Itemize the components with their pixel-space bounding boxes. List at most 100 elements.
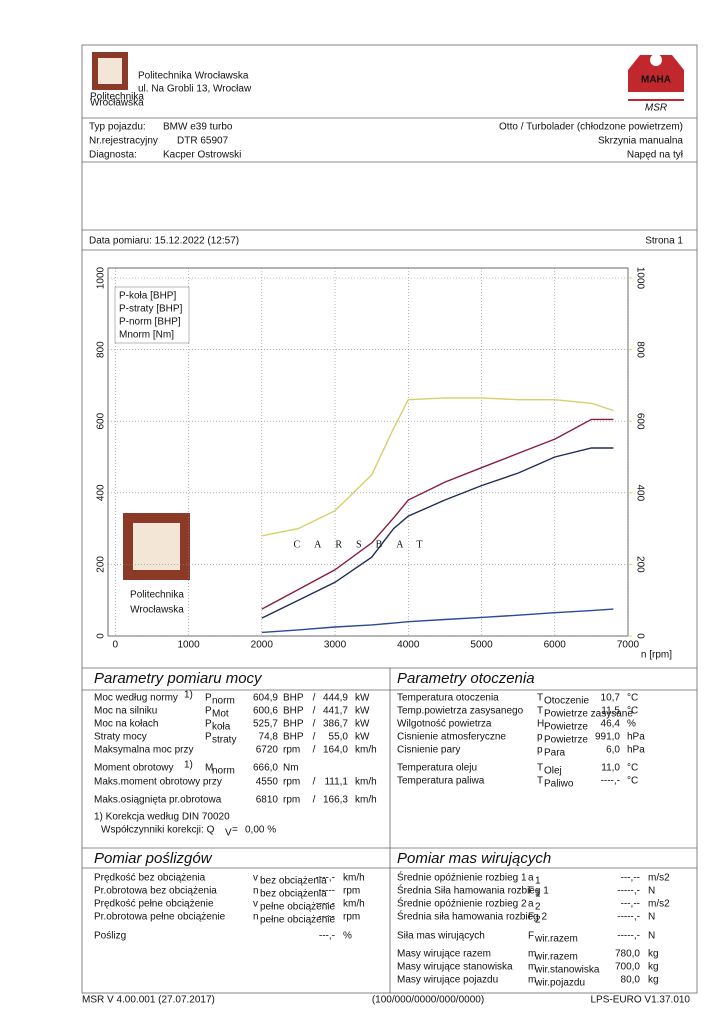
cell-u2: kW <box>355 719 370 730</box>
cell-v2: 164,0 <box>323 745 348 756</box>
cell-value: 6,0 <box>606 745 620 756</box>
cell-unit: hPa <box>627 732 645 743</box>
cell-label: Pr.obrotowa pełne obciążenie <box>94 912 226 923</box>
section-title: Parametry pomiaru mocy <box>94 670 263 687</box>
cell-sub: bez obciążenia <box>260 889 327 900</box>
cell-sep: / <box>313 795 316 806</box>
vehicle-label: Nr.rejestracyjny <box>89 136 158 147</box>
cell-sup: 1) <box>184 760 193 771</box>
cell-u2: km/h <box>355 795 377 806</box>
cell-value: -----,- <box>617 886 640 897</box>
legend-entry: P-norm [BHP] <box>119 317 181 328</box>
vehicle-value: BMW e39 turbo <box>163 122 233 133</box>
factor-value: 0,00 % <box>245 825 276 836</box>
cell-sub: Otoczenie <box>544 696 589 707</box>
y-tick-label: 800 <box>96 341 107 358</box>
cell-sym: P <box>205 693 212 704</box>
cell-u1: BHP <box>283 732 304 743</box>
x-tick-label: 6000 <box>544 640 567 651</box>
cell-sym: p <box>537 732 543 743</box>
x-tick-label: 2000 <box>251 640 274 651</box>
x-tick-label: 4000 <box>397 640 420 651</box>
legend-entry: P-straty [BHP] <box>119 304 183 315</box>
cell-unit: % <box>627 719 636 730</box>
brand: MAHA <box>641 75 671 86</box>
cell-value: ----,- <box>316 899 335 910</box>
cell-value: 11,5 <box>601 706 620 717</box>
cell-value: 10,7 <box>601 693 621 704</box>
cell-sub: wir.razem <box>534 952 578 963</box>
cell-sym: T <box>537 776 543 787</box>
cell-unit: °C <box>627 706 638 717</box>
cell-label: Średnia siła hamowania rozbieg 2 <box>397 910 548 923</box>
cell-u1: BHP <box>283 693 304 704</box>
cell-unit: °C <box>627 693 638 704</box>
footer-text: LPS-EURO V1.37.010 <box>591 995 691 1006</box>
cell-value: ---,- <box>319 931 335 942</box>
cell-unit: km/h <box>343 899 365 910</box>
cell-value: ----- <box>318 912 335 923</box>
cell-sym: T <box>537 763 543 774</box>
page-number: Strona 1 <box>645 236 683 247</box>
cell-value: 991,0 <box>595 732 620 743</box>
cell-label: Wilgotność powietrza <box>397 719 492 730</box>
cell-value: 11,0 <box>601 763 620 774</box>
x-tick-label: 5000 <box>470 640 493 651</box>
cell-label: Moc według normy <box>94 693 178 704</box>
cell-sym: F <box>528 912 534 923</box>
cell-label: Maksymalna moc przy <box>94 745 193 756</box>
cell-sym: v <box>253 873 258 884</box>
cell-v1: 600,6 <box>253 706 278 717</box>
cell-sub: 1 <box>535 876 541 887</box>
factor-label: Współczynniki korekcji: Q <box>101 825 215 836</box>
cell-sep: / <box>313 719 316 730</box>
cell-value: ----- <box>318 886 335 897</box>
cell-sub: Powietrze <box>544 735 588 746</box>
cell-label: Cisnienie atmosferyczne <box>397 732 506 743</box>
cell-sub: Mot <box>212 709 229 720</box>
cell-label: Prędkość bez obciążenia <box>94 873 206 884</box>
factor-sub: V <box>225 828 232 839</box>
cell-value: -----,- <box>617 931 640 942</box>
cell-label: Straty mocy <box>94 732 147 743</box>
cell-label: Moc na silniku <box>94 706 157 717</box>
cell-u1: rpm <box>283 745 300 756</box>
cell-sub: 1 <box>535 889 541 900</box>
section-title: Parametry otoczenia <box>397 670 535 687</box>
cell-label: Moment obrotowy <box>94 763 173 774</box>
vehicle-info: Napęd na tył <box>627 150 684 161</box>
cell-sym: a <box>528 873 534 884</box>
institution: Politechnika Wrocławska <box>138 71 249 82</box>
cell-value: 700,0 <box>615 962 640 973</box>
cell-value: 80,0 <box>621 975 641 986</box>
x-tick-label: 1000 <box>177 640 200 651</box>
cell-unit: kg <box>648 975 659 986</box>
cell-v1: 74,8 <box>259 732 279 743</box>
cell-unit: kg <box>648 949 659 960</box>
cell-sub: Powietrze zasysane <box>544 709 633 720</box>
vehicle-label: Diagnosta: <box>89 150 137 161</box>
cell-sym: n <box>253 886 259 897</box>
legend-entry: Mnorm [Nm] <box>119 330 174 341</box>
cell-label: Siła mas wirujących <box>397 931 485 942</box>
cell-sub: norm <box>212 766 235 777</box>
section-title: Pomiar mas wirujących <box>397 850 551 867</box>
footer-text: (100/000/0000/000/0000) <box>372 995 484 1006</box>
cell-label: Temperatura oleju <box>397 763 477 774</box>
cell-unit: hPa <box>627 745 645 756</box>
cell-label: Masy wirujące razem <box>397 949 491 960</box>
cell-sep: / <box>313 745 316 756</box>
chart-logo-text: Politechnika <box>130 590 184 601</box>
cell-label: Temperatura otoczenia <box>397 693 499 704</box>
cell-sym: P <box>205 706 212 717</box>
vehicle-info: Skrzynia manualna <box>598 136 683 147</box>
y-tick-label: 1000 <box>96 266 107 289</box>
cell-sym: P <box>205 719 212 730</box>
x-axis-label: n [rpm] <box>641 650 672 661</box>
cell-sym: n <box>253 912 259 923</box>
y2-tick-label: 200 <box>634 556 645 573</box>
cell-value: ---,-- <box>621 873 640 884</box>
cell-label: Maks.moment obrotowy przy <box>94 777 222 788</box>
cell-v2: 386,7 <box>323 719 348 730</box>
cell-u1: BHP <box>283 706 304 717</box>
